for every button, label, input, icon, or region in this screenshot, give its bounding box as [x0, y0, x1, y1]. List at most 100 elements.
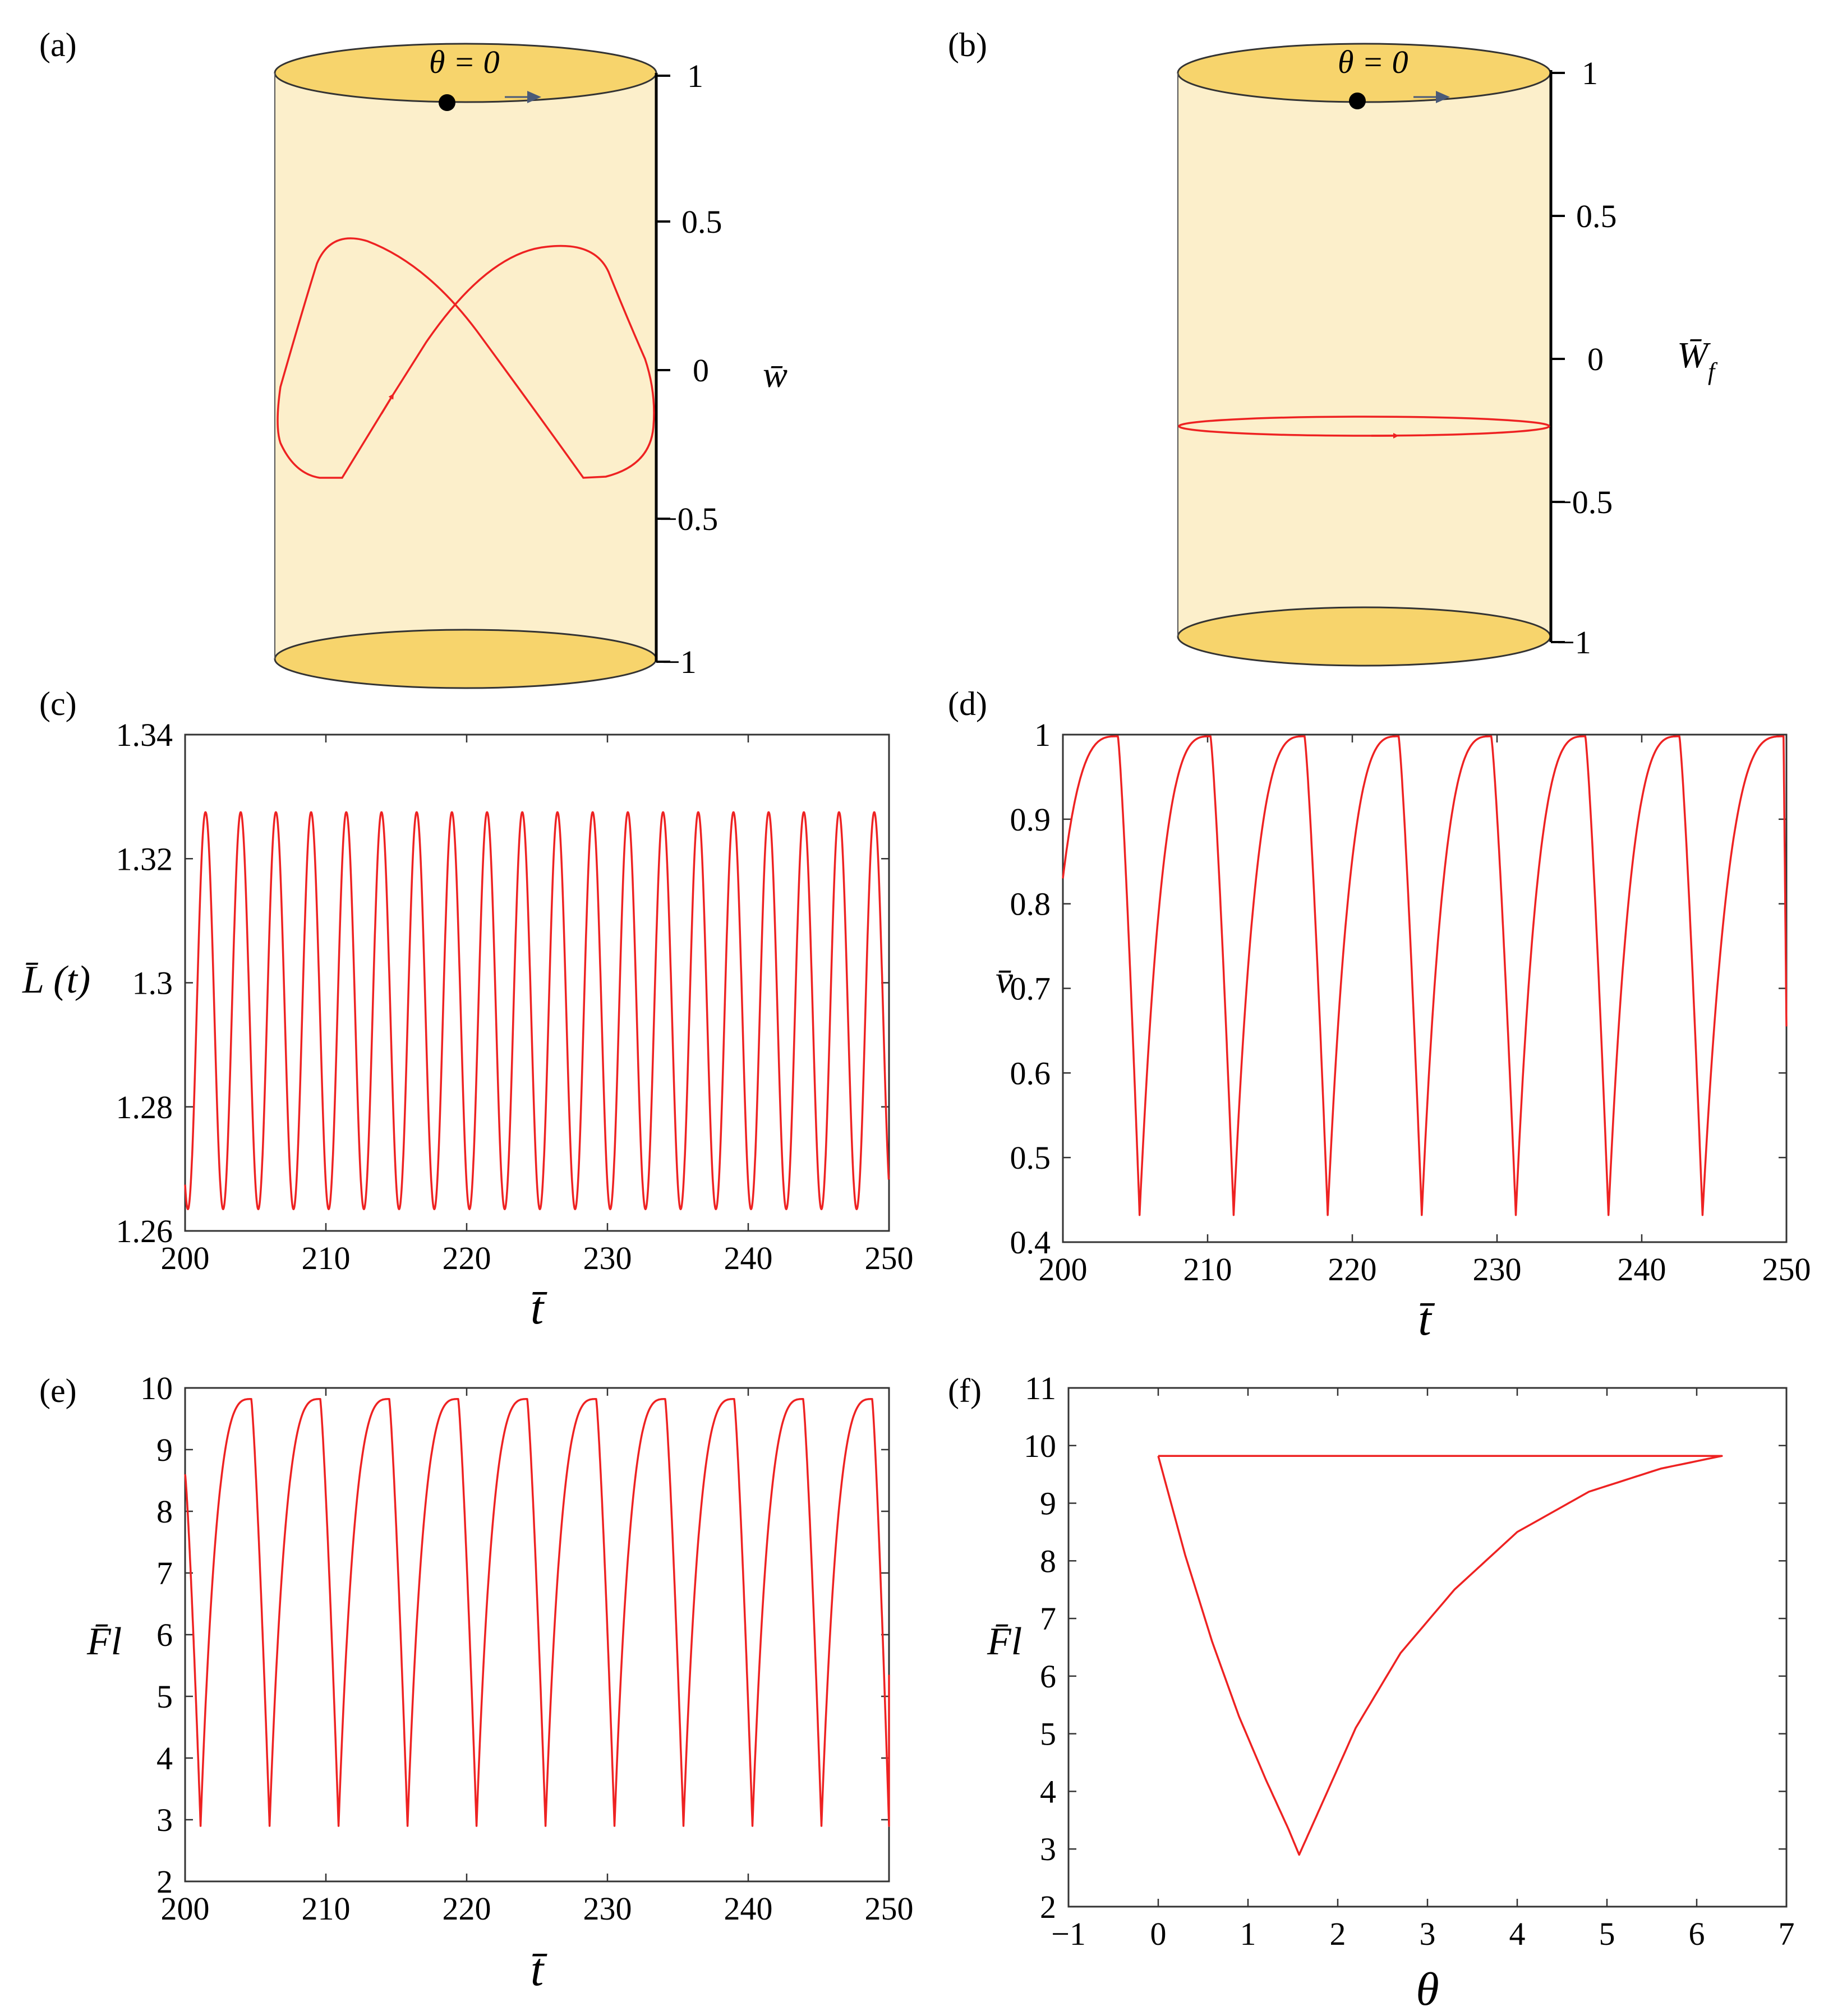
y-axis-label-e: F̄l	[86, 1620, 122, 1663]
w-tick-m1-b: −1	[1556, 624, 1591, 661]
w-tick-05-a: 0.5	[681, 204, 722, 240]
x-tick-label-c: 250	[865, 1240, 914, 1276]
y-tick-label-d: 0.6	[1010, 1055, 1051, 1091]
series-line-f	[1157, 1455, 1723, 1856]
x-tick-label-e: 210	[302, 1890, 351, 1927]
y-tick-label-e: 6	[156, 1617, 173, 1653]
y-tick-label-e: 10	[140, 1370, 173, 1406]
y-tick-label-f: 9	[1040, 1486, 1056, 1522]
x-tick-label-e: 230	[583, 1890, 632, 1927]
x-tick-label-e: 250	[865, 1890, 914, 1927]
panel-a: (a) θ = 0 1 0.5 0 −0.5 −1 w̄	[39, 26, 787, 689]
x-axis-label-f: θ	[1416, 1963, 1439, 2015]
y-tick-label-f: 5	[1040, 1716, 1056, 1752]
x-tick-label-e: 240	[724, 1890, 773, 1927]
panel-b: (b) θ = 0 1 0.5 0 −0.5 −1 W̄f	[948, 26, 1718, 667]
x-tick-label-d: 200	[1039, 1251, 1088, 1288]
y-tick-label-e: 3	[156, 1802, 173, 1838]
x-tick-label-e: 200	[161, 1890, 210, 1927]
chart-d: 200 210 220 230 240 250 0.4 0.5 0.6 0.7 0.8 0.9 1 t̄ v…	[996, 717, 1811, 1345]
w-tick-m05-a: −0.5	[659, 501, 718, 537]
panel-label-b: (b)	[948, 26, 987, 63]
y-tick-label-f: 8	[1040, 1543, 1056, 1579]
y-tick-label-e: 2	[156, 1863, 173, 1900]
x-tick-label-c: 220	[443, 1240, 491, 1276]
chart-f: −1 0 1 2 3 4 5 6 7 2 3 4 5 6 7 8 9 10 11 θ F̄l	[987, 1370, 1795, 2015]
series-line-c	[184, 811, 890, 1211]
plot-frame-c	[184, 733, 890, 1232]
x-tick-label-f: 5	[1599, 1916, 1615, 1952]
x-axis-label-c: t̄	[531, 1282, 547, 1334]
x-tick-label-f: 4	[1509, 1916, 1526, 1952]
x-tick-label-f: 2	[1330, 1916, 1346, 1952]
y-tick-label-c: 1.34	[116, 717, 173, 753]
y-tick-label-c: 1.26	[116, 1213, 173, 1249]
cylinder-bottom-cap-b	[1177, 606, 1551, 667]
y-axis-label-c: L̄ (t)	[22, 958, 90, 1002]
x-tick-label-c: 210	[302, 1240, 351, 1276]
figure-eight-curve-a	[277, 237, 655, 479]
y-axis-label-f: F̄l	[987, 1620, 1022, 1663]
x-tick-label-d: 240	[1618, 1251, 1666, 1288]
w-axis-label-a: w̄	[763, 354, 787, 395]
x-tick-label-f: 0	[1150, 1916, 1167, 1952]
y-tick-label-e: 8	[156, 1493, 173, 1530]
x-tick-label-c: 230	[583, 1240, 632, 1276]
w-tick-m1-a: −1	[662, 644, 697, 680]
x-axis-label-e: t̄	[531, 1944, 547, 1996]
y-tick-label-d: 0.9	[1010, 801, 1051, 838]
panel-label-f: (f)	[948, 1372, 982, 1409]
plot-frame-e	[184, 1387, 890, 1883]
cylinder-bottom-cap-a	[274, 629, 657, 689]
y-tick-label-d: 1	[1034, 717, 1051, 753]
y-tick-label-c: 1.28	[116, 1089, 173, 1125]
y-tick-label-d: 0.8	[1010, 886, 1051, 922]
cylinder-body-a	[275, 73, 656, 659]
theta-label-a: θ = 0	[429, 44, 500, 80]
w-axis-ticks-a	[656, 75, 670, 663]
w-tick-0-b: 0	[1587, 341, 1604, 377]
origin-dot-a	[439, 94, 455, 111]
y-tick-label-f: 3	[1040, 1831, 1056, 1867]
w-tick-m05-b: −0.5	[1554, 484, 1613, 520]
x-tick-label-c: 240	[724, 1240, 773, 1276]
w-tick-0-a: 0	[693, 352, 709, 389]
w-tick-1-a: 1	[687, 58, 703, 94]
x-tick-label-f: 1	[1240, 1916, 1256, 1952]
y-tick-label-d: 0.7	[1010, 971, 1051, 1007]
y-tick-label-f: 10	[1024, 1428, 1056, 1464]
cylinder-body-b	[1178, 73, 1551, 636]
y-tick-label-f: 2	[1040, 1889, 1056, 1925]
series-line-d	[1062, 735, 1788, 1216]
direction-arrowhead-a	[527, 91, 541, 103]
x-tick-label-d: 230	[1473, 1251, 1522, 1288]
flat-loop-curve-b	[1178, 416, 1550, 437]
x-tick-label-e: 220	[443, 1890, 491, 1927]
y-tick-label-c: 1.3	[132, 965, 173, 1002]
y-tick-label-d: 0.4	[1010, 1224, 1051, 1261]
y-tick-label-d: 0.5	[1010, 1140, 1051, 1176]
x-tick-label-f: 6	[1689, 1916, 1705, 1952]
x-tick-label-f: 3	[1420, 1916, 1436, 1952]
curve-arrow-a	[380, 393, 394, 414]
w-tick-1-b: 1	[1582, 55, 1598, 91]
w-axis-ticks-b	[1551, 72, 1565, 643]
y-tick-label-f: 7	[1040, 1600, 1056, 1637]
panel-label-e: (e)	[39, 1372, 77, 1409]
x-axis-label-d: t̄	[1418, 1293, 1435, 1345]
direction-arrowhead-b	[1436, 91, 1450, 103]
y-axis-label-d: v̄	[996, 958, 1014, 1002]
wf-axis-label-b: W̄f	[1677, 335, 1718, 385]
y-tick-label-e: 9	[156, 1432, 173, 1468]
panel-label-d: (d)	[948, 685, 987, 722]
panel-label-c: (c)	[39, 685, 77, 722]
y-tick-label-e: 7	[156, 1555, 173, 1591]
chart-e: 200 210 220 230 240 250 2 3 4 5 6 7 8 9 10 t̄ F̄l	[86, 1370, 914, 1996]
x-tick-label-d: 210	[1183, 1251, 1232, 1288]
origin-dot-b	[1349, 93, 1366, 109]
x-tick-label-d: 220	[1328, 1251, 1377, 1288]
y-tick-label-e: 4	[156, 1740, 173, 1777]
chart-c: 200 210 220 230 240 250 1.26 1.28 1.3 1.32 1.34 t̄ L…	[22, 717, 914, 1334]
y-tick-label-f: 4	[1040, 1773, 1056, 1810]
theta-label-b: θ = 0	[1338, 44, 1408, 80]
